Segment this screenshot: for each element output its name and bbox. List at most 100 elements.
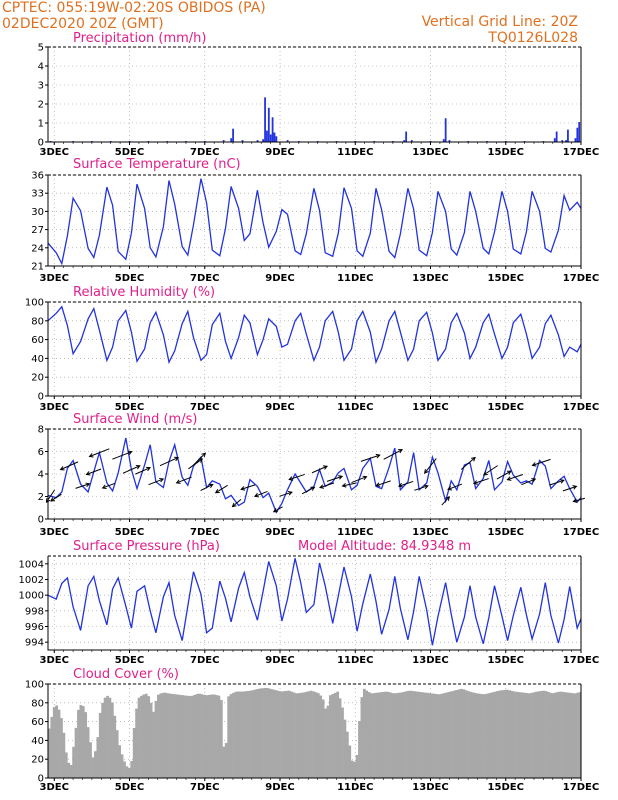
cloud-column (496, 691, 499, 778)
cloud-column (246, 690, 250, 778)
precip-xtick-label: 13DEC (412, 147, 448, 158)
cloud-column (96, 737, 100, 778)
cloud-column (360, 697, 364, 778)
pressure-xtick-label: 5DEC (115, 655, 144, 666)
cloud-column (452, 690, 456, 778)
cloud-column (137, 697, 141, 778)
wind-xtick-label: 3DEC (40, 527, 69, 538)
rh-xtick-label: 13DEC (412, 402, 448, 413)
cloud-xtick-label: 11DEC (337, 782, 373, 793)
pressure-ytick-label: 998 (25, 606, 44, 617)
cloud-column (525, 693, 528, 778)
cloud-column (522, 692, 526, 778)
cloud-column (67, 762, 71, 778)
cloud-column (469, 691, 473, 778)
cloud-column (72, 746, 75, 778)
wind-vector (159, 456, 180, 467)
wind-vector (59, 461, 79, 471)
cloud-column (212, 694, 216, 778)
rh-ytick-label: 60 (31, 335, 44, 346)
cloud-ytick-label: 0 (38, 774, 44, 785)
cloud-column (232, 692, 235, 778)
temp-ytick-label: 27 (31, 225, 44, 236)
cloud-column (302, 692, 306, 778)
wind-vector (272, 506, 283, 513)
temp-ytick-label: 30 (31, 207, 44, 218)
pressure-xtick-label: 3DEC (40, 655, 69, 666)
cloud-column (343, 719, 347, 778)
precip-bar (410, 140, 413, 142)
cloud-column (198, 693, 201, 778)
cloud-column (110, 702, 114, 778)
rh-xtick-label: 9DEC (265, 402, 294, 413)
temp-ytick-label: 24 (31, 243, 44, 254)
temp-xtick-label: 7DEC (190, 273, 219, 284)
precip-bar (222, 140, 225, 142)
cloud-column (491, 692, 495, 778)
cloud-column (428, 693, 432, 778)
pressure-ytick-label: 1002 (19, 575, 44, 586)
cloud-column (408, 690, 412, 778)
precip-bar (232, 128, 234, 142)
wind-series-line (47, 437, 582, 514)
cloud-column (367, 692, 371, 778)
wind-vector (506, 474, 524, 481)
precip-bar (555, 131, 558, 142)
precip-bar (567, 129, 569, 142)
wind-vector (192, 452, 207, 466)
cloud-column (324, 708, 327, 778)
cloud-frame (47, 684, 582, 779)
cloud-column (481, 694, 485, 778)
rh-series-line (47, 305, 582, 365)
cloud-column (532, 692, 536, 778)
temp-frame (47, 175, 582, 267)
precip-ytick-label: 0 (38, 138, 44, 149)
cloud-column (416, 691, 419, 778)
wind-vector (424, 458, 437, 474)
precip-title: Precipitation (mm/h) (73, 31, 206, 46)
precip-bar (286, 140, 289, 142)
cloud-column (433, 693, 436, 778)
wind-ytick-label: 0 (38, 515, 44, 526)
cloud-column (421, 692, 424, 778)
temp-xtick-label: 17DEC (563, 273, 599, 284)
cloud-xtick-label: 5DEC (115, 782, 144, 793)
cloud-column (118, 745, 121, 778)
wind-vector (441, 496, 451, 506)
pressure-xtick-label: 17DEC (563, 655, 599, 666)
cloud-column (447, 691, 451, 778)
precip-bar (405, 131, 408, 142)
rh-xtick-label: 15DEC (488, 402, 524, 413)
precip-bar (275, 136, 278, 142)
cloud-column (142, 694, 146, 778)
cloud-column (86, 727, 90, 778)
temp-ytick-label: 33 (31, 189, 44, 200)
cloud-column (510, 690, 514, 778)
cloud-column (52, 707, 56, 778)
cloud-column (515, 691, 519, 778)
cloud-column (316, 693, 320, 778)
cloud-column (147, 696, 151, 778)
cloud-column (479, 693, 482, 778)
precip-bar (273, 132, 276, 142)
cloud-column (464, 690, 468, 778)
cloud-column (48, 728, 51, 778)
wind-xtick-label: 5DEC (115, 527, 144, 538)
cloud-column (530, 692, 533, 778)
cloud-column (534, 691, 538, 778)
precip-panel: 0 1 2 3 4 5 3DEC 5DEC 7DEC 9DEC 11DEC 13DEC 15DEC 17D… (38, 31, 600, 158)
wind-vector (288, 473, 305, 481)
cloud-column (130, 760, 134, 778)
precip-xtick-label: 7DEC (190, 147, 219, 158)
cloud-panel: 0 20 40 60 80 100 3DEC 5DEC 7DEC 9DEC 11DEC 13DEC 15… (25, 667, 599, 793)
rh-ytick-label: 40 (31, 354, 44, 365)
wind-vector (360, 453, 381, 462)
wind-vector (112, 450, 133, 460)
precip-bar (403, 140, 406, 142)
cloud-column (285, 690, 289, 778)
cloud-column (64, 752, 68, 778)
cloud-column (241, 691, 245, 778)
cloud-column (215, 695, 218, 778)
cloud-column (382, 691, 386, 778)
cloud-column (486, 693, 490, 778)
